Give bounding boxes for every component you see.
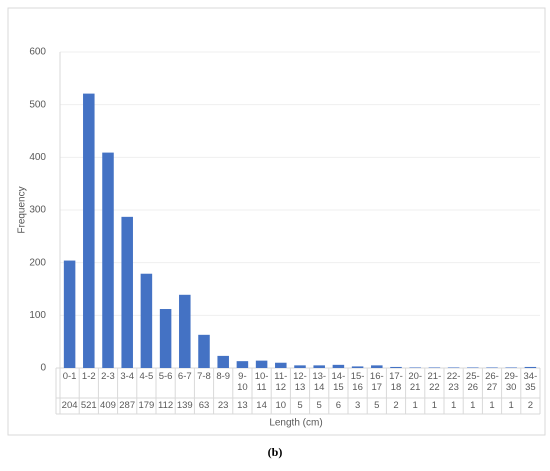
- x-tick-label: 26-27: [485, 371, 499, 393]
- x-tick-label: 2-3: [101, 371, 115, 382]
- x-tick-label: 17-18: [389, 371, 403, 393]
- x-tick-label: 8-9: [216, 371, 231, 382]
- x-tick-label: 29-30: [504, 371, 519, 393]
- value-label: 5: [316, 400, 322, 411]
- x-tick-label: 11-12: [274, 371, 288, 393]
- value-label: 1: [412, 400, 418, 411]
- value-label: 521: [80, 400, 97, 411]
- x-tick-label: 15-16: [350, 371, 365, 393]
- bar: [505, 367, 517, 368]
- value-label: 1: [450, 400, 457, 411]
- value-label: 63: [198, 400, 210, 411]
- bar: [313, 365, 325, 368]
- bar: [390, 366, 402, 368]
- bar: [217, 355, 229, 368]
- bar: [524, 366, 537, 368]
- value-label: 2: [527, 400, 534, 411]
- bar: [198, 334, 210, 368]
- x-axis-title: Length (cm): [269, 418, 322, 429]
- bar: [332, 364, 345, 368]
- bar: [486, 367, 498, 368]
- y-tick-label: 200: [29, 257, 46, 268]
- value-label: 5: [374, 400, 380, 411]
- value-label: 3: [354, 400, 361, 411]
- value-label: 2: [393, 400, 399, 411]
- y-tick-label: 100: [29, 310, 46, 321]
- value-label: 13: [237, 400, 248, 411]
- x-tick-label: 0-1: [62, 371, 77, 382]
- bar: [447, 367, 460, 368]
- value-label: 23: [217, 400, 229, 411]
- y-tick-label: 600: [29, 47, 46, 58]
- value-label: 5: [297, 400, 303, 411]
- value-label: 6: [335, 400, 342, 411]
- bar: [121, 216, 133, 368]
- value-label: 287: [119, 400, 136, 411]
- value-label: 112: [158, 400, 174, 411]
- value-label: 1: [470, 400, 476, 411]
- x-tick-label: 25-26: [465, 371, 480, 393]
- x-tick-label: 34-35: [523, 371, 538, 393]
- value-label: 179: [138, 400, 155, 411]
- x-tick-label: 10-11: [254, 371, 269, 393]
- x-tick-label: 14-15: [331, 371, 346, 393]
- value-label: 1: [489, 400, 495, 411]
- value-label: 204: [61, 400, 78, 411]
- x-tick-label: 7-8: [197, 371, 211, 382]
- y-tick-label: 500: [29, 99, 46, 110]
- y-tick-label: 300: [29, 205, 46, 216]
- bar: [236, 361, 249, 368]
- bar: [179, 294, 191, 368]
- bar: [255, 360, 268, 368]
- y-tick-label: 400: [29, 152, 46, 163]
- value-label: 14: [256, 400, 267, 411]
- value-label: 139: [176, 400, 193, 411]
- x-tick-label: 16-17: [369, 371, 384, 393]
- x-tick-label: 9-10: [237, 371, 248, 393]
- x-tick-label: 22-23: [446, 371, 461, 393]
- bar: [140, 273, 153, 368]
- bar: [409, 367, 421, 368]
- x-tick-label: 6-7: [177, 371, 192, 382]
- x-tick-label: 13-14: [312, 371, 327, 393]
- value-label: 1: [431, 400, 438, 411]
- bar: [467, 367, 479, 368]
- x-tick-label: 21-22: [427, 371, 442, 393]
- bar: [428, 367, 441, 368]
- bar: [102, 152, 114, 368]
- bar: [63, 260, 76, 368]
- y-axis-title: Frequency: [17, 186, 28, 233]
- chart-border: [7, 7, 546, 436]
- x-tick-label: 20-21: [408, 371, 423, 393]
- value-label: 1: [508, 400, 514, 411]
- value-label: 10: [275, 400, 287, 411]
- x-tick-label: 4-5: [139, 371, 154, 382]
- x-tick-label: 1-2: [81, 371, 96, 382]
- value-label: 409: [100, 400, 116, 411]
- bar: [275, 362, 287, 368]
- bar: [294, 365, 306, 368]
- bar: [83, 93, 95, 369]
- bar: [159, 309, 172, 368]
- bar: [371, 365, 383, 368]
- y-tick-label: 0: [40, 363, 46, 374]
- caption: (b): [268, 445, 283, 459]
- x-tick-label: 5-6: [158, 371, 173, 382]
- x-tick-label: 3-4: [120, 371, 135, 382]
- x-tick-label: 12-13: [293, 371, 307, 393]
- bar: [351, 366, 364, 368]
